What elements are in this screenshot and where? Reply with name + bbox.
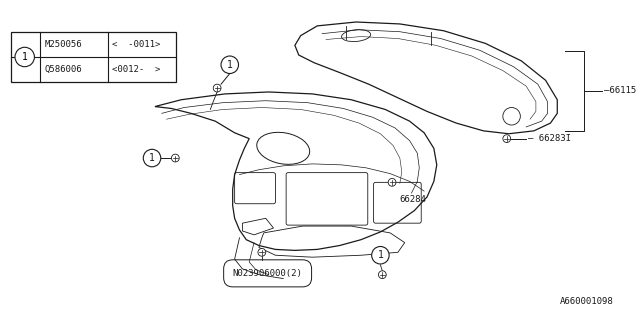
Circle shape — [372, 246, 389, 264]
Circle shape — [378, 271, 386, 279]
Circle shape — [172, 154, 179, 162]
Bar — [11, 32, 176, 82]
Text: 66284: 66284 — [400, 195, 427, 204]
Text: A660001098: A660001098 — [560, 297, 614, 306]
Circle shape — [503, 135, 511, 142]
Circle shape — [15, 47, 35, 67]
Circle shape — [258, 248, 266, 256]
Text: — 66283I: — 66283I — [528, 134, 571, 143]
Text: 1: 1 — [149, 153, 155, 163]
Text: 1: 1 — [22, 52, 28, 62]
Text: —66115: —66115 — [604, 86, 636, 95]
Text: M250056: M250056 — [44, 40, 82, 49]
Circle shape — [143, 149, 161, 167]
Circle shape — [388, 179, 396, 186]
Text: N023906000(2): N023906000(2) — [233, 269, 303, 278]
Text: 1: 1 — [227, 60, 233, 70]
Circle shape — [221, 56, 239, 74]
Text: 1: 1 — [378, 250, 383, 260]
Text: Q586006: Q586006 — [44, 65, 82, 74]
Text: <0012-  >: <0012- > — [112, 65, 161, 74]
Circle shape — [213, 84, 221, 92]
Text: <  -0011>: < -0011> — [112, 40, 161, 49]
